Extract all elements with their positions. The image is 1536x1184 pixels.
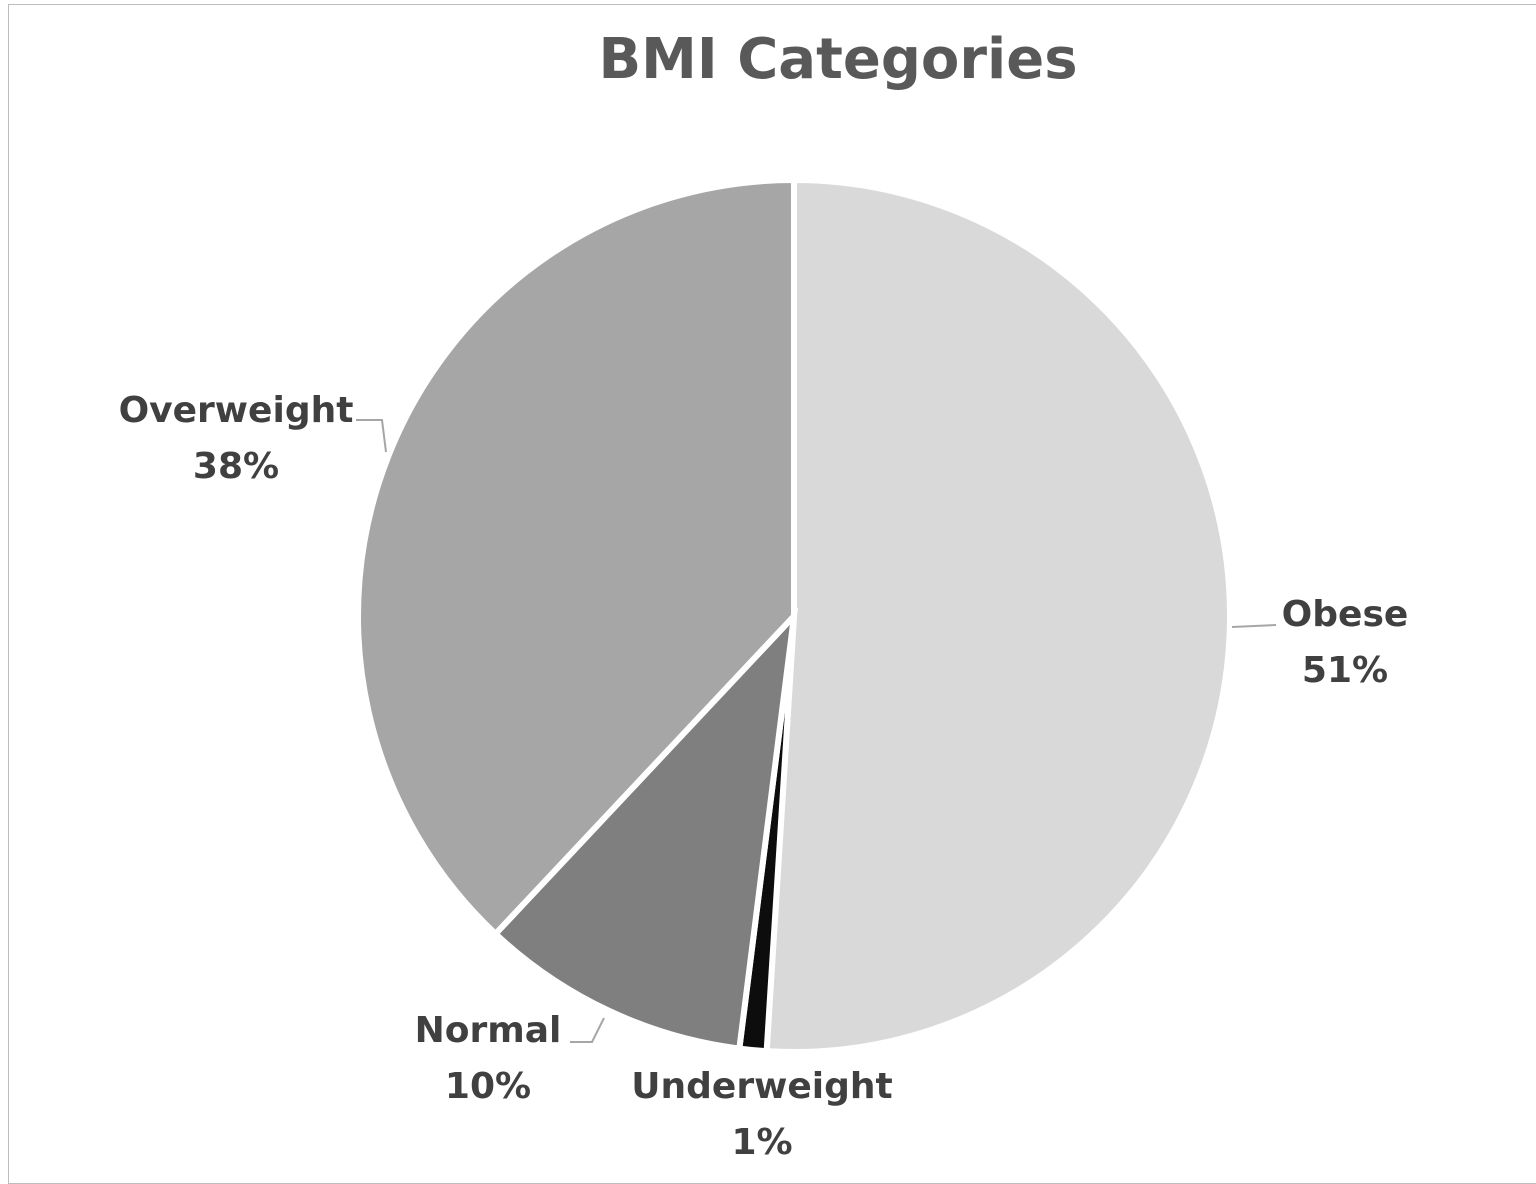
chart-title: BMI Categories <box>598 27 1077 92</box>
pie-slice-overweight <box>355 176 797 939</box>
pie-slice-obese <box>763 176 1233 1055</box>
data-label-normal: Normal <box>415 1010 562 1051</box>
data-label-pct-obese: 51% <box>1302 650 1388 691</box>
leader-line-overweight <box>356 419 387 453</box>
leader-lines <box>356 419 1277 1043</box>
data-label-overweight: Overweight <box>119 390 354 431</box>
pie-slice-normal <box>491 607 799 1052</box>
leader-line-obese <box>1231 624 1277 628</box>
data-labels: Obese 51% Underweight 1% Normal 10% Overweight… <box>119 390 1409 1163</box>
data-label-pct-normal: 10% <box>445 1066 531 1107</box>
data-label-underweight: Underweight <box>631 1066 892 1107</box>
slices-group <box>355 176 1233 1055</box>
data-label-pct-underweight: 1% <box>731 1122 792 1163</box>
data-label-obese: Obese <box>1282 594 1409 635</box>
leader-line-normal <box>570 1017 605 1043</box>
data-label-pct-overweight: 38% <box>193 446 279 487</box>
